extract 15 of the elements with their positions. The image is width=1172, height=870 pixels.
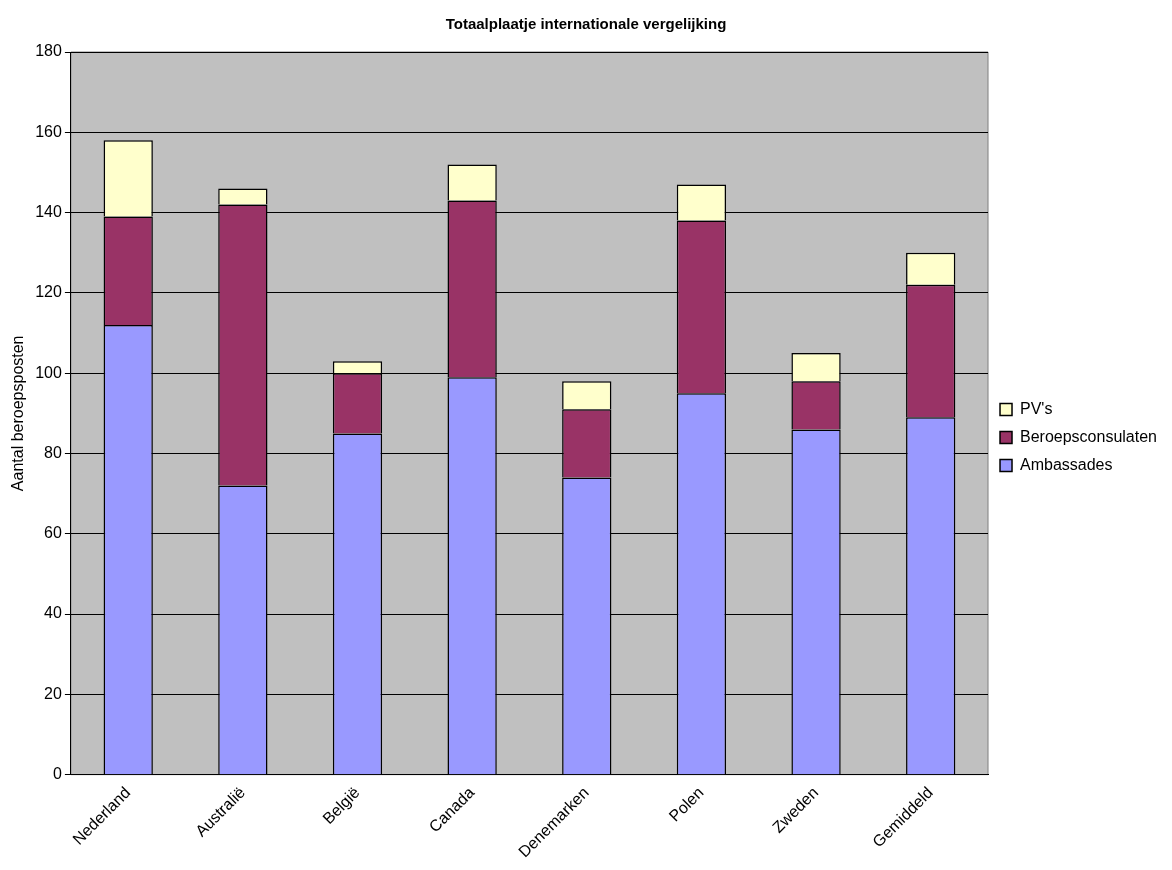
- y-tick-label: 60: [44, 524, 62, 542]
- legend-label: PV's: [1020, 399, 1053, 417]
- legend-label: Ambassades: [1020, 455, 1113, 473]
- y-tick-label: 160: [35, 122, 62, 140]
- y-tick-label: 180: [35, 42, 62, 60]
- y-axis-title: Aantal beroepsposten: [9, 335, 27, 492]
- y-tick-label: 40: [44, 604, 62, 622]
- legend-label: Beroepsconsulaten: [1020, 427, 1157, 445]
- y-tick-label: 0: [52, 765, 62, 783]
- y-tick-label: 120: [35, 283, 62, 301]
- chart-title: Totaalplaatje internationale vergelijking: [445, 15, 727, 33]
- y-tick-label: 80: [44, 443, 62, 461]
- y-tick-label: 100: [35, 363, 62, 381]
- y-tick-label: 140: [35, 203, 62, 220]
- y-tick-label: 20: [44, 684, 62, 702]
